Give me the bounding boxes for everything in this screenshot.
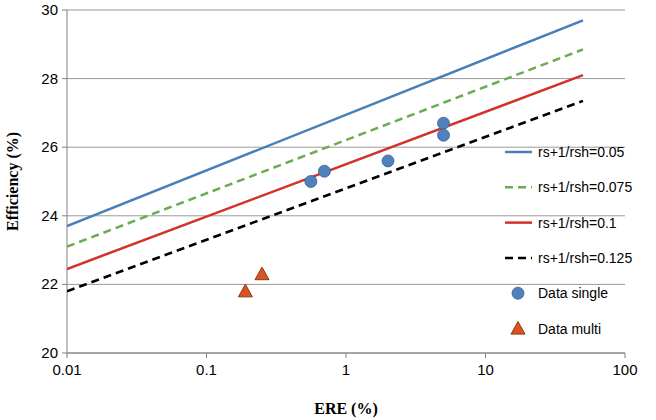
x-tick (625, 353, 626, 358)
grid-line (67, 78, 625, 79)
legend-swatch (505, 151, 532, 154)
y-tick-label: 28 (41, 70, 58, 87)
legend-label: rs+1/rsh=0.1 (538, 215, 617, 231)
x-tick (67, 353, 68, 358)
x-tick-label: 1 (342, 361, 350, 378)
grid-line (67, 10, 625, 11)
legend: rs+1/rsh=0.05 rs+1/rsh=0.075 rs+1/rsh=0.1 r… (505, 144, 632, 337)
data-point (438, 117, 450, 129)
y-tick (62, 147, 67, 148)
y-tick (62, 10, 67, 11)
legend-label: rs+1/rsh=0.075 (538, 179, 632, 195)
legend-label: rs+1/rsh=0.125 (538, 250, 632, 266)
data-point (255, 267, 269, 280)
legend-swatch (505, 257, 532, 260)
data-point (305, 176, 317, 188)
x-tick (346, 353, 347, 358)
data-point (318, 165, 330, 177)
y-tick (62, 78, 67, 79)
legend-swatch (505, 186, 532, 189)
series-line (67, 101, 583, 291)
x-tick-label: 10 (477, 361, 494, 378)
legend-label: rs+1/rsh=0.05 (538, 144, 625, 160)
legend-swatch (512, 287, 524, 299)
chart: 20 22 24 26 28 30 0.01 0.1 1 10 100 ERE (%) Efficien… (0, 0, 656, 420)
x-tick (485, 353, 486, 358)
legend-swatch (505, 221, 532, 224)
y-tick (62, 284, 67, 285)
x-tick-label: 100 (612, 361, 637, 378)
legend-label: Data multi (538, 321, 601, 337)
series-line (67, 75, 583, 269)
y-tick-label: 30 (41, 1, 58, 18)
x-axis (67, 353, 625, 354)
y-axis (67, 10, 68, 353)
legend-swatch (511, 322, 525, 335)
y-axis-title: Efficiency (%) (4, 132, 22, 231)
plot-area (67, 20, 583, 297)
grid-line (67, 353, 625, 354)
y-tick-label: 24 (41, 207, 58, 224)
data-point (382, 155, 394, 167)
x-tick (206, 353, 207, 358)
x-axis-title: ERE (%) (314, 400, 378, 418)
y-tick (62, 353, 67, 354)
data-point (238, 284, 252, 297)
legend-label: Data single (538, 285, 608, 301)
data-point (438, 129, 450, 141)
y-tick (62, 215, 67, 216)
y-tick-label: 26 (41, 138, 58, 155)
x-tick-label: 0.01 (52, 361, 81, 378)
x-tick-label: 0.1 (196, 361, 217, 378)
y-tick-label: 20 (41, 344, 58, 361)
series-line (67, 49, 583, 246)
y-tick-label: 22 (41, 275, 58, 292)
